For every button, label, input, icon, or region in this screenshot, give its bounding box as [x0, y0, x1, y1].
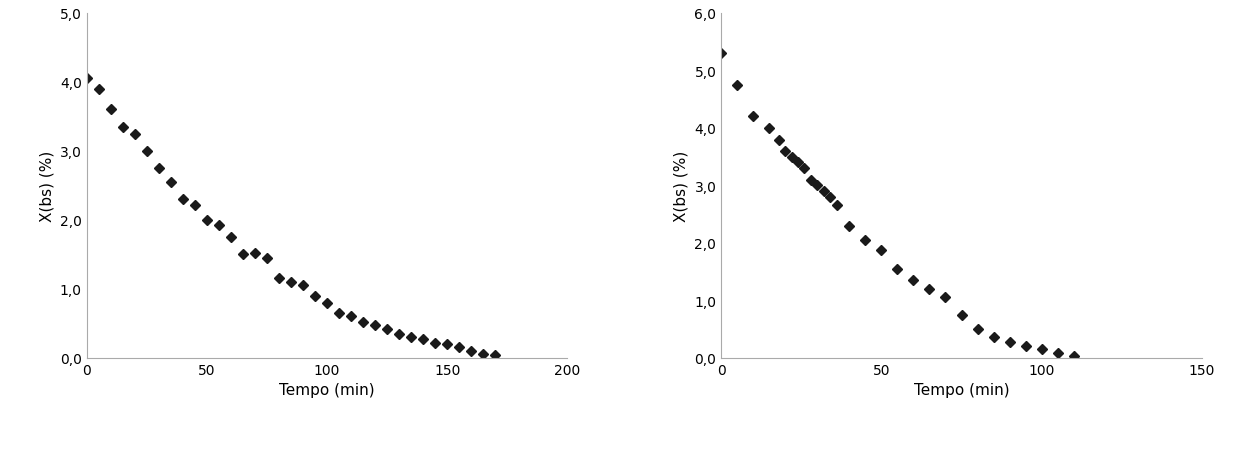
X-axis label: Tempo (min): Tempo (min)	[279, 382, 375, 397]
Y-axis label: X(bs) (%): X(bs) (%)	[674, 151, 689, 221]
Y-axis label: X(bs) (%): X(bs) (%)	[40, 151, 55, 221]
X-axis label: Tempo (min): Tempo (min)	[913, 382, 1010, 397]
